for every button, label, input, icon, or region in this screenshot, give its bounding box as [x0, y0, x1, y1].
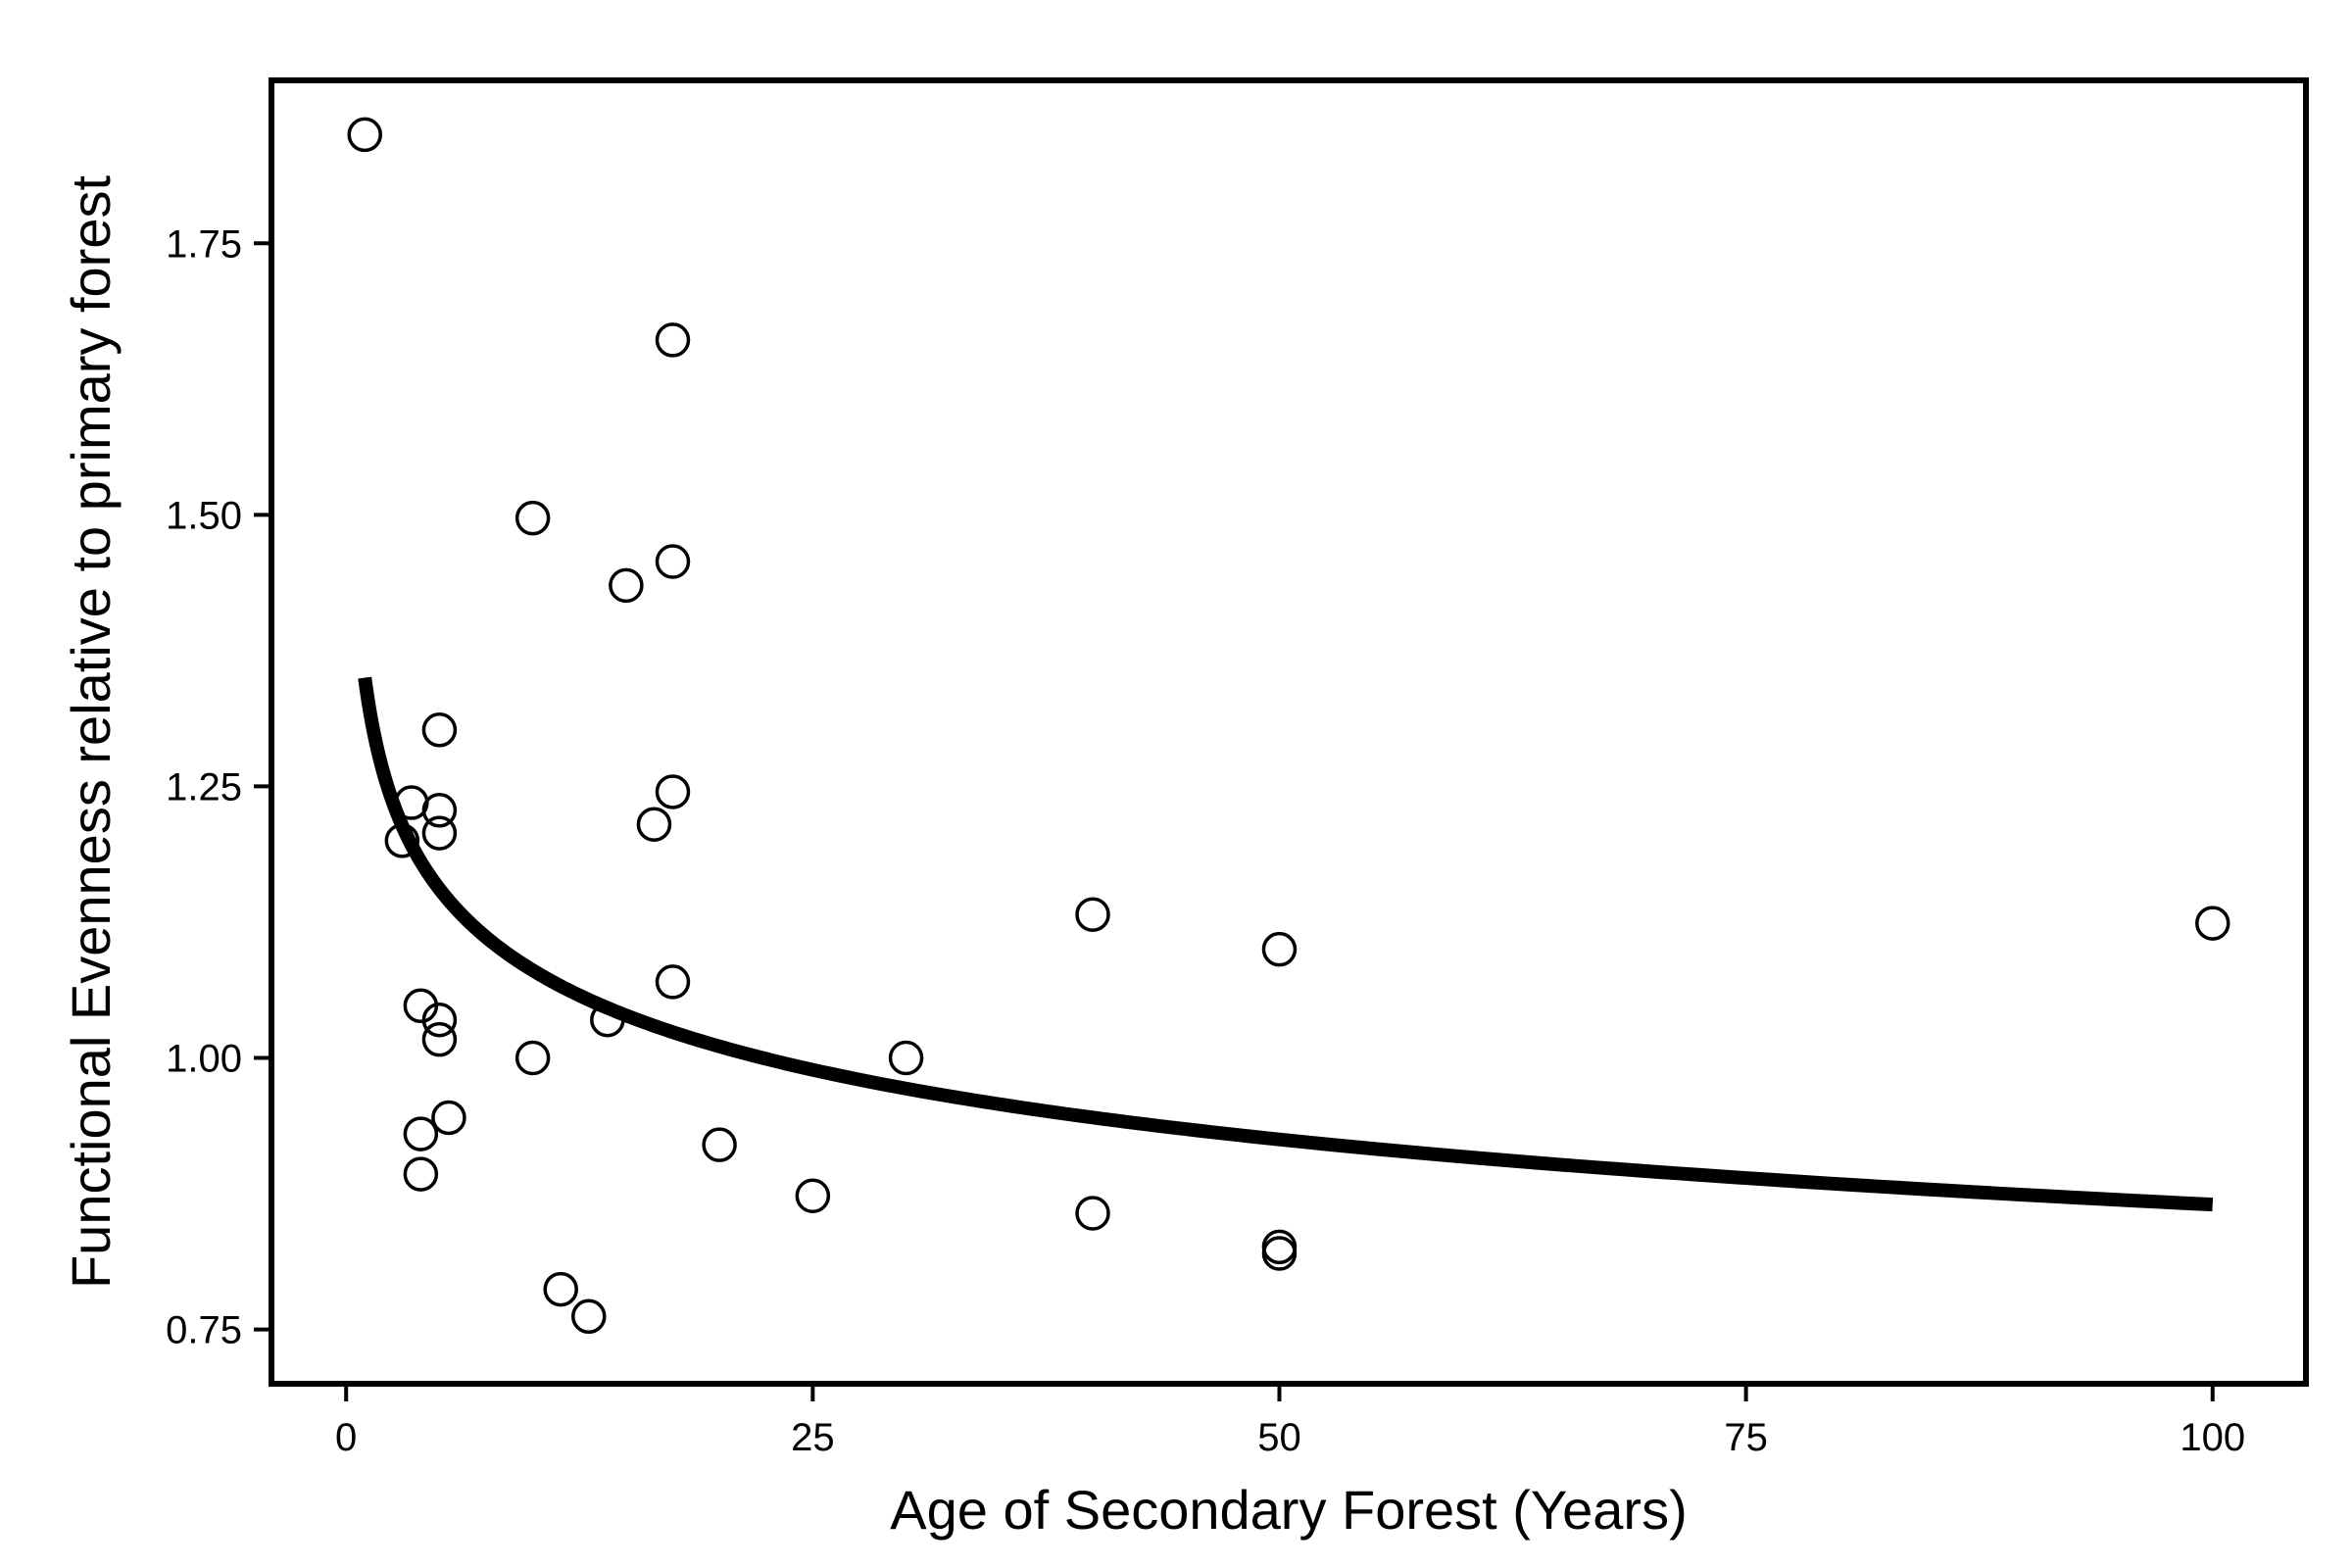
data-point: [421, 1002, 458, 1038]
data-point: [1261, 1236, 1298, 1271]
data-point: [1261, 931, 1298, 967]
x-tick-label: 0: [335, 1416, 357, 1459]
data-point: [1261, 1229, 1298, 1265]
data-points: [347, 117, 2230, 1335]
data-point: [655, 774, 691, 809]
x-axis: 0 25 50 75 100: [335, 1384, 2245, 1459]
data-point: [403, 1156, 439, 1192]
plot-frame: [269, 77, 2309, 1387]
data-point: [1075, 1196, 1110, 1231]
data-point: [403, 1116, 439, 1152]
data-point: [655, 964, 691, 1000]
data-point: [514, 1040, 551, 1076]
x-tick-label: 25: [791, 1416, 835, 1459]
x-axis-title: Age of Secondary Forest (Years): [890, 1479, 1687, 1541]
x-tick-label: 50: [1257, 1416, 1301, 1459]
y-tick-label: 0.75: [166, 1309, 242, 1352]
x-tick-label: 75: [1724, 1416, 1768, 1459]
data-point: [421, 793, 458, 828]
data-point: [609, 567, 644, 604]
data-point: [1075, 897, 1110, 932]
y-tick-label: 1.00: [166, 1038, 242, 1081]
data-point: [2195, 906, 2230, 941]
y-tick-label: 1.50: [166, 494, 242, 537]
data-point: [655, 544, 691, 579]
data-point: [431, 1100, 466, 1136]
y-axis: 0.75 1.00 1.25 1.50 1.75: [166, 222, 271, 1352]
data-point: [795, 1178, 831, 1214]
x-tick-label: 100: [2180, 1416, 2245, 1459]
fitted-curve: [358, 676, 2214, 1212]
y-tick-label: 1.75: [166, 222, 242, 266]
y-axis-title: Functional Evenness relative to primary …: [60, 175, 122, 1289]
data-point: [543, 1271, 578, 1307]
y-tick-label: 1.25: [166, 765, 242, 808]
data-point: [421, 712, 458, 748]
data-point: [655, 322, 691, 358]
data-point: [636, 807, 672, 842]
data-point: [702, 1127, 737, 1162]
data-point: [888, 1040, 924, 1076]
data-point: [347, 117, 382, 153]
data-point: [514, 500, 551, 536]
data-point: [421, 815, 458, 851]
data-point: [571, 1298, 607, 1335]
data-point: [421, 1021, 458, 1057]
